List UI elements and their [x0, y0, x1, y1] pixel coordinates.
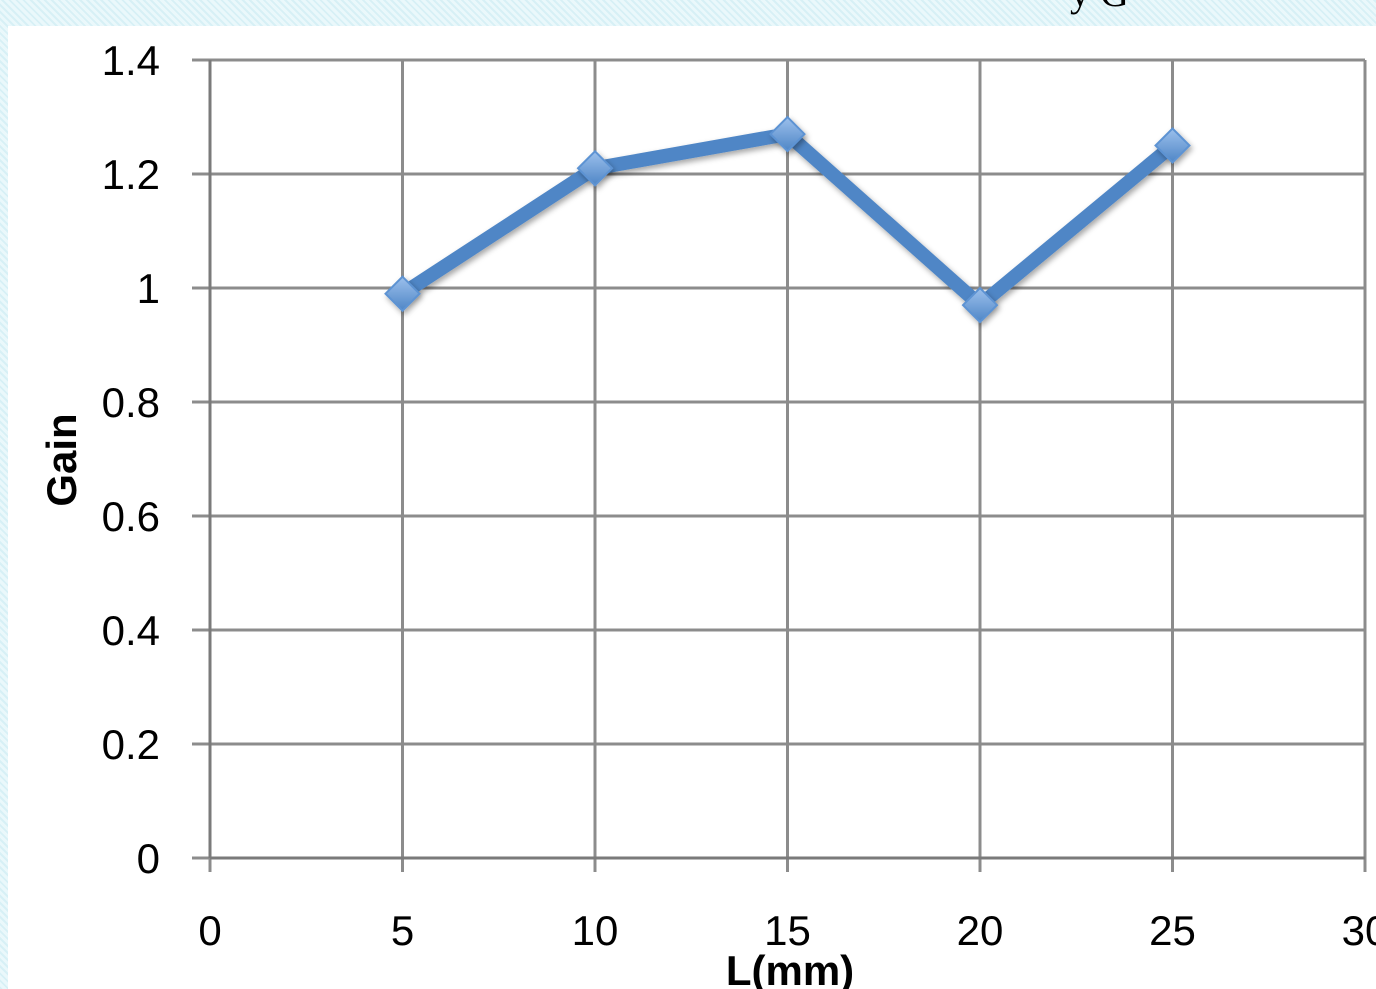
y-tick-label: 1.4 [102, 37, 160, 84]
data-point-marker [961, 286, 999, 324]
x-tick-label: 30 [1342, 907, 1376, 954]
y-axis-title: Gain [38, 413, 85, 506]
x-tick-label: 5 [391, 907, 414, 954]
x-tick-label: 25 [1149, 907, 1196, 954]
series-layer [384, 115, 1191, 324]
y-tick-label: 1.2 [102, 151, 160, 198]
y-tick-label: 0.4 [102, 607, 160, 654]
chart-panel [8, 26, 1376, 989]
y-tick-label: 0.8 [102, 379, 160, 426]
y-tick-label: 0.2 [102, 721, 160, 768]
x-tick-label: 0 [198, 907, 221, 954]
x-axis-title: L(mm) [726, 947, 854, 989]
x-tick-label: 20 [957, 907, 1004, 954]
axes [208, 60, 1365, 860]
header-fragment: y G [1070, 0, 1129, 15]
data-point-marker [384, 275, 421, 313]
x-tick-label: 15 [764, 907, 811, 954]
data-point-marker [769, 115, 806, 153]
y-tick-label: 1 [137, 265, 160, 312]
grid-lines [192, 58, 1367, 872]
data-point-marker [576, 149, 614, 187]
data-point-marker [1154, 127, 1191, 164]
y-tick-label: 0.6 [102, 493, 160, 540]
x-tick-label: 10 [572, 907, 619, 954]
y-tick-label: 0 [137, 835, 160, 882]
tick-labels: 0 0.2 0.4 0.6 0.8 1 1.2 1.4 0 5 10 15 20 25 30 [102, 37, 1376, 954]
